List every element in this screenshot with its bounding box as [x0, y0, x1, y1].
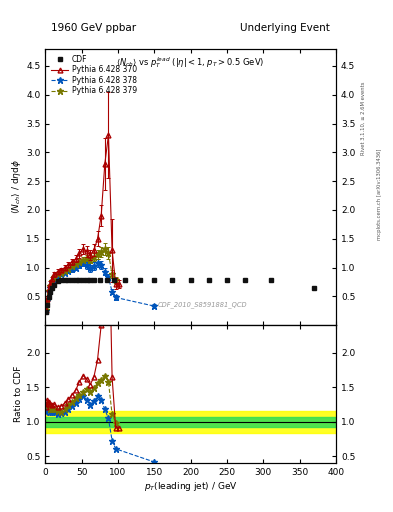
Text: mcplots.cern.ch [arXiv:1306.3436]: mcplots.cern.ch [arXiv:1306.3436]: [377, 149, 382, 240]
X-axis label: $p_T$(leading jet) / GeV: $p_T$(leading jet) / GeV: [144, 480, 237, 493]
CDF: [243, 276, 248, 283]
CDF: [70, 276, 74, 283]
CDF: [105, 276, 109, 283]
CDF: [59, 277, 64, 283]
CDF: [44, 309, 49, 315]
CDF: [73, 276, 78, 283]
CDF: [81, 276, 85, 283]
CDF: [66, 276, 71, 283]
Text: 1960 GeV ppbar: 1960 GeV ppbar: [51, 24, 136, 33]
CDF: [92, 276, 96, 283]
CDF: [97, 276, 102, 283]
Text: $\langle N_{ch}\rangle$ vs $p_T^{lead}$ ($|\eta|<1$, $p_T>0.5$ GeV): $\langle N_{ch}\rangle$ vs $p_T^{lead}$ …: [116, 56, 265, 71]
CDF: [51, 282, 56, 288]
CDF: [123, 276, 128, 283]
CDF: [268, 276, 273, 283]
Line: CDF: CDF: [44, 277, 317, 315]
CDF: [55, 279, 60, 285]
Text: CDF_2010_S8591881_QCD: CDF_2010_S8591881_QCD: [158, 301, 248, 308]
Y-axis label: $\langle N_{ch}\rangle$ / d$\eta$d$\phi$: $\langle N_{ch}\rangle$ / d$\eta$d$\phi$: [10, 159, 23, 215]
CDF: [88, 276, 93, 283]
CDF: [138, 276, 142, 283]
CDF: [112, 276, 117, 283]
Text: Rivet 3.1.10, ≥ 2.6M events: Rivet 3.1.10, ≥ 2.6M events: [361, 81, 366, 155]
CDF: [225, 276, 230, 283]
CDF: [152, 276, 156, 283]
CDF: [45, 302, 50, 308]
CDF: [188, 276, 193, 283]
Y-axis label: Ratio to CDF: Ratio to CDF: [14, 366, 23, 422]
CDF: [312, 285, 317, 291]
CDF: [84, 276, 89, 283]
Text: Underlying Event: Underlying Event: [241, 24, 330, 33]
Legend: CDF, Pythia 6.428 370, Pythia 6.428 378, Pythia 6.428 379: CDF, Pythia 6.428 370, Pythia 6.428 378,…: [49, 52, 140, 98]
CDF: [170, 276, 175, 283]
CDF: [77, 276, 82, 283]
CDF: [46, 294, 51, 301]
CDF: [62, 276, 67, 283]
CDF: [50, 285, 54, 291]
CDF: [206, 276, 211, 283]
CDF: [48, 289, 53, 295]
